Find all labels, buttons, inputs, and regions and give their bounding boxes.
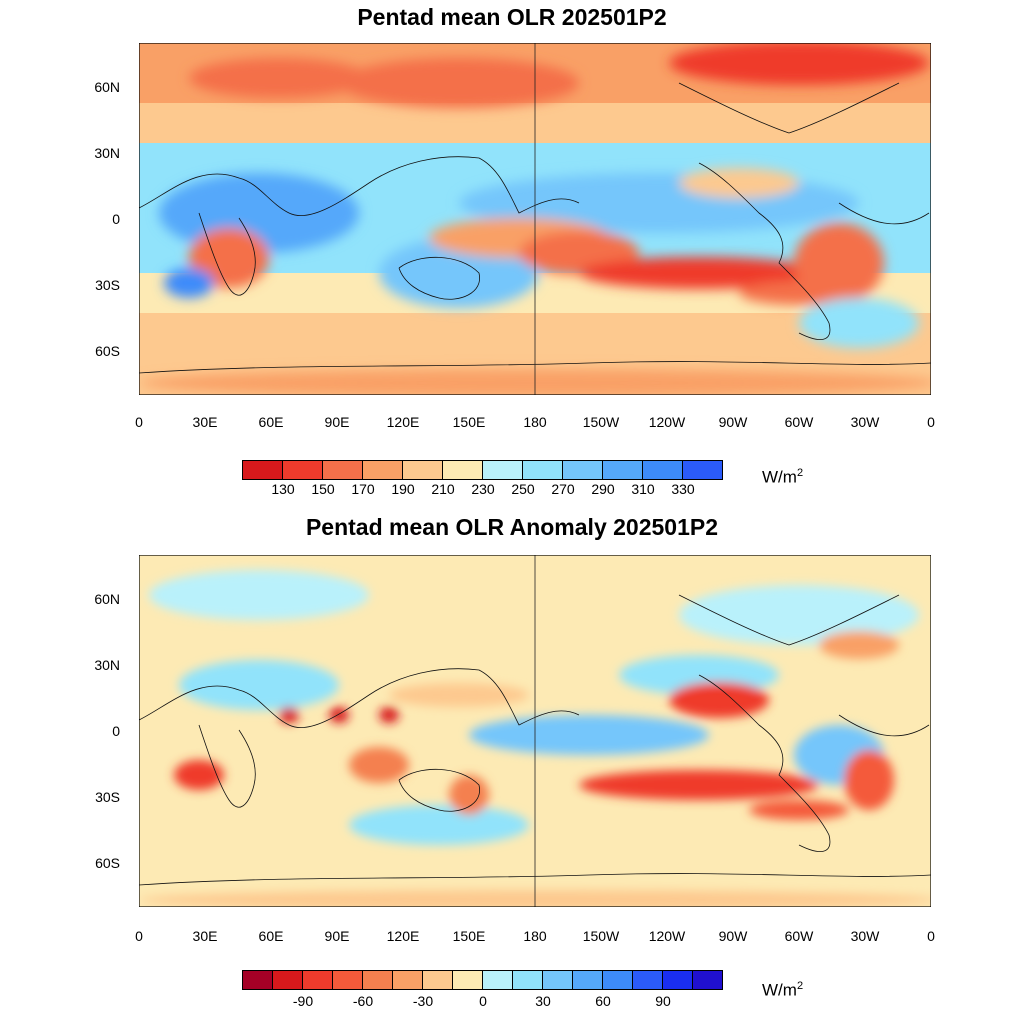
lon-label: 180 <box>523 414 547 430</box>
colorbar-swatch <box>683 461 722 479</box>
colorbar-swatch <box>303 971 333 989</box>
unit-text: W/m <box>762 467 797 487</box>
colorbar-swatch <box>273 971 303 989</box>
lon-label: 150W <box>582 414 620 430</box>
lon-label: 60W <box>784 414 814 430</box>
colorbar-label: 270 <box>551 481 575 497</box>
colorbar-swatch <box>543 971 573 989</box>
colorbar-label: -30 <box>412 993 434 1009</box>
colorbar-label: 290 <box>591 481 615 497</box>
lon-label: 150E <box>452 928 486 944</box>
colorbar-swatch <box>513 971 543 989</box>
lon-label: 90E <box>324 928 350 944</box>
unit-exponent: 2 <box>796 467 804 479</box>
colorbar-swatch <box>403 461 443 479</box>
colorbar-label: 30 <box>535 993 551 1009</box>
lat-label: 0 <box>112 211 120 227</box>
colorbar-label: 210 <box>431 481 455 497</box>
map-title-olr-anomaly: Pentad mean OLR Anomaly 202501P2 <box>305 514 719 540</box>
unit-exponent: 2 <box>796 980 804 992</box>
colorbar-swatch <box>483 971 513 989</box>
lon-label: 30E <box>192 414 218 430</box>
olr-map <box>139 43 931 395</box>
colorbar-label: 250 <box>511 481 535 497</box>
colorbar-swatch <box>423 971 453 989</box>
colorbar-label: -60 <box>352 993 374 1009</box>
lat-label: 30S <box>95 277 120 293</box>
olr-anomaly-colorbar <box>242 970 723 990</box>
lon-label: 180 <box>523 928 547 944</box>
olr-anomaly-map-canvas <box>139 555 931 907</box>
colorbar-unit: W/m2 <box>762 980 803 1001</box>
olr-anomaly-map <box>139 555 931 907</box>
colorbar-label: 230 <box>471 481 495 497</box>
colorbar-label: 130 <box>271 481 295 497</box>
lon-label: 60E <box>258 414 284 430</box>
lon-label: 150W <box>582 928 620 944</box>
map-title-olr: Pentad mean OLR 202501P2 <box>357 4 667 30</box>
lon-label: 60W <box>784 928 814 944</box>
colorbar-unit: W/m2 <box>762 467 803 488</box>
lat-label: 30N <box>94 657 120 673</box>
lon-label: 90E <box>324 414 350 430</box>
colorbar-label: 190 <box>391 481 415 497</box>
lon-label: 120E <box>386 414 420 430</box>
colorbar-label: 0 <box>479 993 487 1009</box>
lon-label: 0 <box>135 414 143 430</box>
colorbar-swatch <box>243 971 273 989</box>
colorbar-swatch <box>283 461 323 479</box>
colorbar-label: 150 <box>311 481 335 497</box>
colorbar-swatch <box>453 971 483 989</box>
colorbar-swatch <box>573 971 603 989</box>
lat-label: 60S <box>95 855 120 871</box>
colorbar-swatch <box>693 971 722 989</box>
colorbar-label: 310 <box>631 481 655 497</box>
colorbar-label: 330 <box>671 481 695 497</box>
colorbar-swatch <box>363 461 403 479</box>
lon-label: 120W <box>648 414 686 430</box>
lon-label: 0 <box>927 414 935 430</box>
lat-label: 30S <box>95 789 120 805</box>
colorbar-swatch <box>523 461 563 479</box>
lat-label: 60S <box>95 343 120 359</box>
lon-label: 120W <box>648 928 686 944</box>
unit-text: W/m <box>762 980 797 1000</box>
lon-label: 90W <box>718 414 748 430</box>
colorbar-swatch <box>643 461 683 479</box>
colorbar-label: 170 <box>351 481 375 497</box>
lon-label: 30E <box>192 928 218 944</box>
lon-label: 30W <box>850 928 880 944</box>
colorbar-swatch <box>603 971 633 989</box>
lat-label: 60N <box>94 591 120 607</box>
colorbar-swatch <box>603 461 643 479</box>
lon-label: 0 <box>135 928 143 944</box>
lat-label: 60N <box>94 79 120 95</box>
colorbar-swatch <box>323 461 363 479</box>
colorbar-swatch <box>563 461 603 479</box>
colorbar-swatch <box>243 461 283 479</box>
colorbar-label: -90 <box>292 993 314 1009</box>
colorbar-swatch <box>333 971 363 989</box>
colorbar-swatch <box>663 971 693 989</box>
lon-label: 30W <box>850 414 880 430</box>
olr-colorbar <box>242 460 723 480</box>
colorbar-swatch <box>393 971 423 989</box>
colorbar-swatch <box>363 971 393 989</box>
lon-label: 0 <box>927 928 935 944</box>
lon-label: 150E <box>452 414 486 430</box>
lon-label: 120E <box>386 928 420 944</box>
colorbar-swatch <box>443 461 483 479</box>
olr-map-canvas <box>139 43 931 395</box>
lon-label: 60E <box>258 928 284 944</box>
colorbar-swatch <box>633 971 663 989</box>
colorbar-label: 60 <box>595 993 611 1009</box>
lat-label: 30N <box>94 145 120 161</box>
lat-label: 0 <box>112 723 120 739</box>
lon-label: 90W <box>718 928 748 944</box>
colorbar-label: 90 <box>655 993 671 1009</box>
colorbar-swatch <box>483 461 523 479</box>
